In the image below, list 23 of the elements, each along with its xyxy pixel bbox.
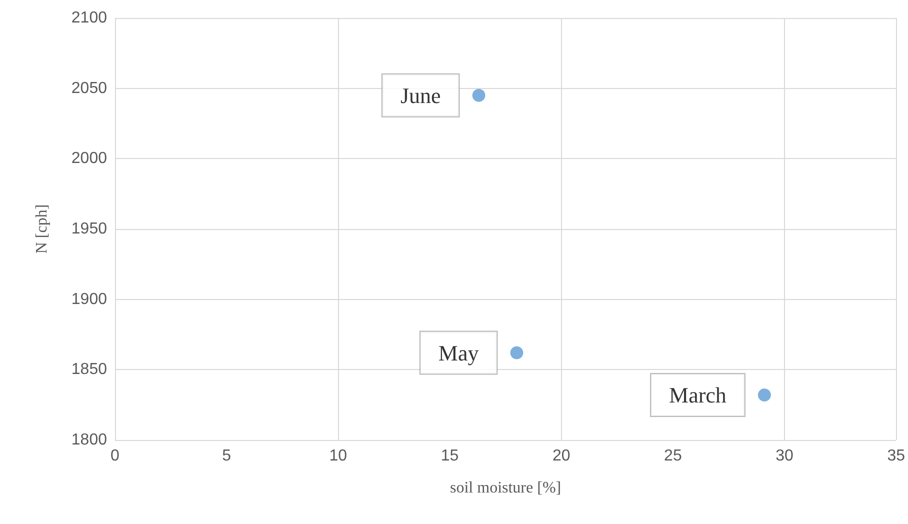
y-tick-label: 2100 — [71, 10, 108, 26]
annotation: June — [400, 82, 441, 108]
y-tick-label: 1850 — [71, 361, 108, 378]
x-tick-label: 10 — [329, 448, 348, 464]
annotation: May — [438, 340, 479, 366]
x-tick-label: 30 — [776, 448, 794, 464]
x-axis-title: soil moisture [%] — [450, 480, 562, 496]
x-tick-label: 20 — [552, 448, 570, 464]
y-tick-label: 2050 — [71, 80, 108, 97]
y-tick-label: 1800 — [71, 432, 108, 448]
y-tick-label: 1950 — [71, 220, 108, 238]
point — [758, 388, 771, 402]
annotation: March — [669, 382, 726, 408]
y-tick-label: 1900 — [71, 290, 108, 308]
x-tick-label: 25 — [664, 448, 682, 464]
y-tick-label: 2000 — [71, 150, 108, 168]
point — [510, 346, 524, 360]
point — [472, 88, 486, 102]
x-tick-label: 5 — [222, 448, 232, 464]
x-tick-label: 0 — [110, 448, 120, 464]
x-tick-label: 15 — [440, 448, 459, 464]
x-tick-label: 35 — [887, 448, 906, 464]
y-axis-title: N [cph] — [34, 204, 50, 254]
